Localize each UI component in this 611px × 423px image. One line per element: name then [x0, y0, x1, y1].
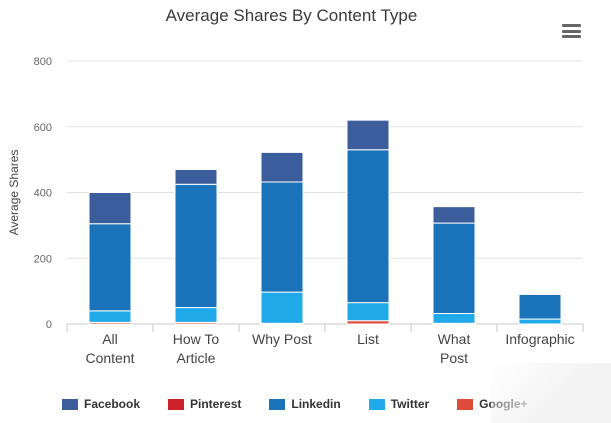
legend-item-pinterest[interactable]: Pinterest [168, 397, 241, 411]
bar-segment-facebook [346, 119, 390, 151]
y-tick-label: 600 [34, 122, 52, 134]
hamburger-menu-icon[interactable] [562, 24, 581, 38]
x-category-label: Infographic [505, 331, 574, 347]
legend-swatch [269, 398, 286, 410]
x-category-label: What [438, 331, 471, 347]
legend-item-twitter[interactable]: Twitter [368, 397, 430, 411]
bar-segment-facebook [260, 151, 304, 183]
y-tick-label: 0 [46, 319, 52, 331]
bar-segment-linkedin [432, 222, 476, 314]
x-category-label: Post [440, 350, 468, 366]
bar-segment-twitter [260, 291, 304, 324]
bar-segment-facebook [432, 206, 476, 224]
legend-label: Linkedin [291, 397, 341, 411]
legend-item-linkedin[interactable]: Linkedin [269, 397, 341, 411]
bar-segment-linkedin [88, 223, 132, 312]
legend-swatch [457, 398, 474, 410]
legend-label: Pinterest [190, 397, 242, 411]
bar-segment-linkedin [260, 181, 304, 293]
chart-legend: FacebookPinterestLinkedinTwitterGoogle+ [62, 397, 528, 411]
bar-segment-linkedin [346, 149, 390, 304]
legend-swatch [168, 398, 185, 410]
y-tick-label: 400 [34, 188, 52, 200]
legend-label: Facebook [84, 397, 141, 411]
x-category-label: List [357, 331, 379, 347]
bar-segment-twitter [88, 310, 132, 323]
y-tick-label: 800 [34, 56, 52, 68]
bar-segment-facebook [88, 192, 132, 225]
x-category-label: How To [173, 331, 220, 347]
bar-segment-twitter [174, 307, 218, 323]
corner-overlay [491, 363, 611, 423]
bar-segment-facebook [174, 168, 218, 185]
legend-swatch [368, 398, 385, 410]
x-category-label: Why Post [252, 331, 312, 347]
x-category-label: Content [85, 350, 134, 366]
legend-swatch [62, 398, 78, 410]
bar-segment-linkedin [518, 293, 562, 320]
legend-label: Twitter [390, 397, 430, 411]
y-axis-title: Average Shares [7, 150, 21, 236]
bar-segment-linkedin [174, 183, 218, 309]
legend-item-facebook[interactable]: Facebook [62, 397, 140, 411]
bar-segment-twitter [346, 302, 390, 322]
y-tick-label: 200 [34, 253, 52, 265]
x-category-label: All [102, 331, 118, 347]
bar-segment-twitter [432, 312, 476, 324]
chart-title: Average Shares By Content Type [165, 6, 418, 25]
bar-segment-twitter [518, 318, 562, 325]
x-category-label: Article [177, 350, 216, 366]
